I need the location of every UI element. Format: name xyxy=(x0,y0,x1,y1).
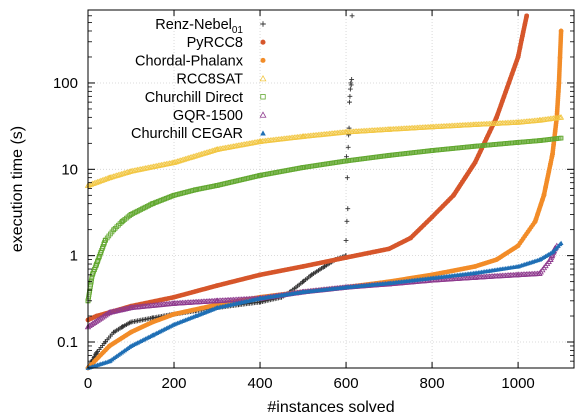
curve-marker xyxy=(556,114,564,120)
legend-item: Churchill CEGAR xyxy=(131,126,266,142)
y-tick-label: 0.1 xyxy=(57,334,78,351)
outlier-point xyxy=(348,80,354,86)
series-churchill-direct xyxy=(85,135,564,304)
x-tick-label: 400 xyxy=(248,375,273,392)
legend-label: Renz-Nebel01 xyxy=(155,17,243,36)
x-tick-label: 800 xyxy=(420,375,445,392)
curve-marker xyxy=(94,350,100,356)
plot-series xyxy=(84,13,565,371)
legend-item: PyRCC8 xyxy=(187,35,266,51)
outlier-point xyxy=(347,93,353,99)
series-rcc8sat xyxy=(84,114,565,188)
legend-label: PyRCC8 xyxy=(187,35,243,51)
y-tick-label: 1 xyxy=(70,248,78,265)
legend-item: RCC8SAT xyxy=(176,72,267,88)
curve-marker xyxy=(102,238,108,243)
plot-frame xyxy=(87,9,575,369)
outlier-point xyxy=(343,238,349,243)
legend-label: RCC8SAT xyxy=(176,72,243,88)
x-tick-label: 600 xyxy=(334,375,359,392)
legend-marker xyxy=(260,94,266,100)
legend-marker xyxy=(260,21,266,27)
legend-item: Churchill Direct xyxy=(145,90,266,106)
outlier-point xyxy=(347,86,353,92)
legend-item: GQR-1500 xyxy=(173,108,267,124)
y-axis-label: execution time (s) xyxy=(9,126,26,252)
x-axis-label: #instances solved xyxy=(267,399,394,416)
outlier-point xyxy=(344,175,350,181)
outlier-point xyxy=(345,144,351,150)
legend-label-subscript: 01 xyxy=(232,25,244,36)
legend-item: Chordal-Phalanx xyxy=(135,53,266,69)
y-tick-label: 10 xyxy=(61,161,78,178)
legend-marker xyxy=(260,39,266,45)
outlier-point xyxy=(345,206,351,212)
grid xyxy=(87,10,574,368)
legend-marker xyxy=(259,74,267,82)
curve-marker xyxy=(557,241,563,247)
x-tick-label: 0 xyxy=(84,375,92,392)
legend-item: Renz-Nebel01 xyxy=(155,17,266,36)
outlier-point xyxy=(349,76,355,82)
legend-label: Chordal-Phalanx xyxy=(135,53,244,69)
legend-marker xyxy=(260,130,266,136)
legend-label: Churchill CEGAR xyxy=(131,126,243,142)
legend-marker xyxy=(259,111,267,118)
x-tick-label: 200 xyxy=(162,375,187,392)
x-tick-label: 1000 xyxy=(501,375,534,392)
axis-ticks: 0 200 400 600 800 1000 0.1 1 10 100 xyxy=(53,10,574,392)
curve-marker xyxy=(558,28,564,34)
outlier-point xyxy=(344,218,350,224)
curve-marker xyxy=(557,135,563,141)
legend-marker xyxy=(260,57,266,63)
legend-label: GQR-1500 xyxy=(173,108,243,124)
series-churchill-cegar xyxy=(85,240,564,370)
curve-marker xyxy=(536,270,543,276)
curve-marker xyxy=(524,13,530,19)
outlier-point xyxy=(349,13,355,19)
legend-label: Churchill Direct xyxy=(145,90,243,106)
outlier-point xyxy=(347,99,352,105)
y-tick-label: 100 xyxy=(53,75,78,92)
